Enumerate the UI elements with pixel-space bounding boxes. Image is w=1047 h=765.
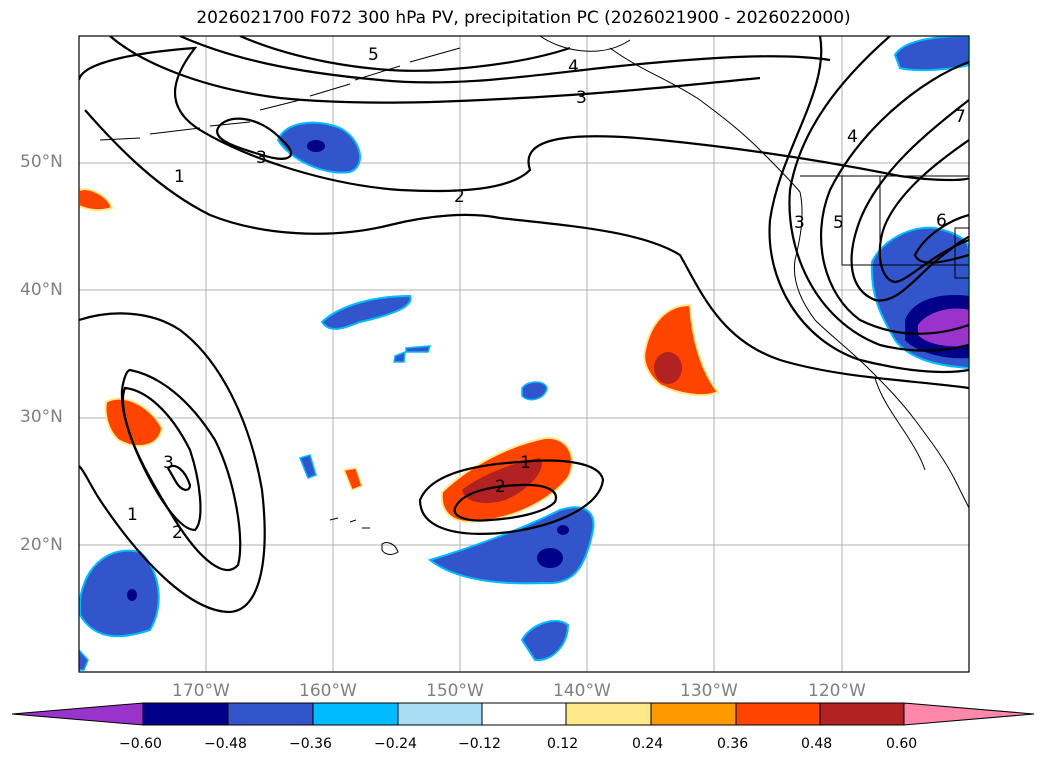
contour-label: 7 [955, 107, 966, 127]
precip-pos-small [342, 467, 363, 491]
pv-contour-ne-1 [768, 36, 969, 374]
precip-pos-east-core [654, 352, 682, 384]
precip-area-corner [79, 648, 89, 671]
precip-area-small-2 [393, 350, 406, 363]
lon-label-150w: 150°W [426, 681, 484, 701]
coast-alaska [539, 36, 801, 193]
contour-label: 3 [256, 148, 267, 168]
pv-contour-3-north [109, 36, 761, 104]
colorbar-tick-label: −0.12 [458, 736, 501, 752]
colorbar-bin [481, 702, 567, 726]
contour-label: 2 [495, 477, 506, 497]
colorbar-bin [819, 702, 905, 726]
colorbar [11, 702, 1035, 726]
lat-label-40n: 40°N [20, 280, 63, 300]
pv-contour-2-outer [79, 46, 969, 193]
lon-label-160w: 160°W [299, 681, 357, 701]
colorbar-extend-low [11, 702, 144, 726]
colorbar-tick-label: 0.24 [632, 736, 664, 752]
colorbar-bin [565, 702, 652, 726]
colorbar-bin [650, 702, 737, 726]
pv-contour-ne-3 [819, 60, 969, 335]
pv-contour-1 [84, 109, 969, 390]
contour-label: 2 [172, 523, 183, 543]
contour-label: 4 [568, 57, 579, 77]
map-frame [78, 35, 970, 673]
precip-core-southwest [127, 589, 137, 601]
lat-label-30n: 30°N [20, 407, 63, 427]
lon-label-170w: 170°W [172, 681, 230, 701]
map-layers [79, 36, 969, 672]
precip-pos-central-core [462, 458, 542, 503]
precip-pos-west [104, 397, 164, 447]
pv-contour-sw-2 [121, 386, 202, 532]
pv-contour-sw-3 [166, 464, 192, 491]
colorbar-bin [227, 702, 314, 726]
lat-label-20n: 20°N [20, 535, 63, 555]
colorbar-extend-high [903, 702, 1035, 726]
contour-label: 5 [368, 45, 379, 65]
lat-label-50n: 50°N [20, 152, 63, 172]
precip-core-north-pacific [307, 140, 325, 152]
pv-contour-ne-2 [788, 36, 969, 352]
contour-label: 3 [794, 213, 805, 233]
colorbar-bin [735, 702, 821, 726]
lon-label-120w: 120°W [808, 681, 866, 701]
map-title: 2026021700 F072 300 hPa PV, precipitatio… [196, 8, 851, 28]
precip-area-northeast [893, 36, 969, 72]
colorbar-bin [312, 702, 399, 726]
contour-label: 4 [847, 127, 858, 147]
precip-core-subtropical-2 [557, 525, 569, 535]
precip-area-small-4 [298, 454, 317, 479]
precip-area-band-west [320, 294, 412, 330]
contour-labels: 5 4 3 3 2 1 4 6 7 3 5 1 2 3 1 2 [127, 45, 966, 543]
gridlines [79, 36, 969, 672]
colorbar-tick-label: −0.24 [374, 736, 417, 752]
contour-label: 6 [936, 211, 947, 231]
coast-hawaii [329, 517, 399, 555]
colorbar-bin [142, 702, 229, 726]
pv-contour-3-small [216, 117, 293, 160]
lon-label-130w: 130°W [680, 681, 738, 701]
border-states [841, 176, 969, 279]
negative-precip-areas [79, 36, 969, 671]
pv-contour-sw-1 [120, 368, 242, 572]
precip-area-small-3 [521, 381, 548, 401]
coast-baja [874, 377, 926, 471]
colorbar-tick-label: 0.60 [886, 736, 918, 752]
contour-label: 1 [174, 167, 185, 187]
contour-label: 1 [127, 505, 138, 525]
colorbar-tick-label: 0.36 [717, 736, 749, 752]
precip-pos-northwest [79, 188, 114, 212]
contour-label: 1 [520, 453, 531, 473]
precip-core-subtropical-1 [537, 548, 563, 568]
contour-label: 3 [163, 453, 174, 473]
colorbar-tick-label: −0.60 [119, 736, 162, 752]
colorbar-tick-label: −0.48 [204, 736, 247, 752]
positive-precip-areas [79, 188, 720, 524]
pv-contour-sw-outer [79, 312, 266, 614]
colorbar-tick-label: 0.12 [547, 736, 579, 752]
colorbar-tick-label: 0.48 [801, 736, 833, 752]
colorbar-tick-label: −0.36 [289, 736, 332, 752]
contour-label: 3 [576, 88, 587, 108]
coast-north-america [793, 191, 969, 509]
pv-contour-4-north [179, 36, 831, 84]
pv-contour-central-1 [418, 459, 605, 535]
pv-contour-ne-6 [913, 213, 969, 264]
precip-area-southwest [79, 549, 160, 638]
pv-contours [79, 36, 969, 614]
lon-label-140w: 140°W [553, 681, 611, 701]
coast-aleutians [99, 47, 461, 141]
colorbar-bin [397, 702, 483, 726]
coastlines [99, 36, 969, 555]
pv-contour-5-north [239, 36, 571, 72]
precip-max-california [918, 308, 969, 347]
precip-area-small-1 [405, 345, 432, 353]
precip-area-south-small [520, 620, 570, 662]
pv-contour-central-2 [453, 483, 558, 522]
contour-label: 2 [454, 187, 465, 207]
contour-label: 5 [833, 213, 844, 233]
